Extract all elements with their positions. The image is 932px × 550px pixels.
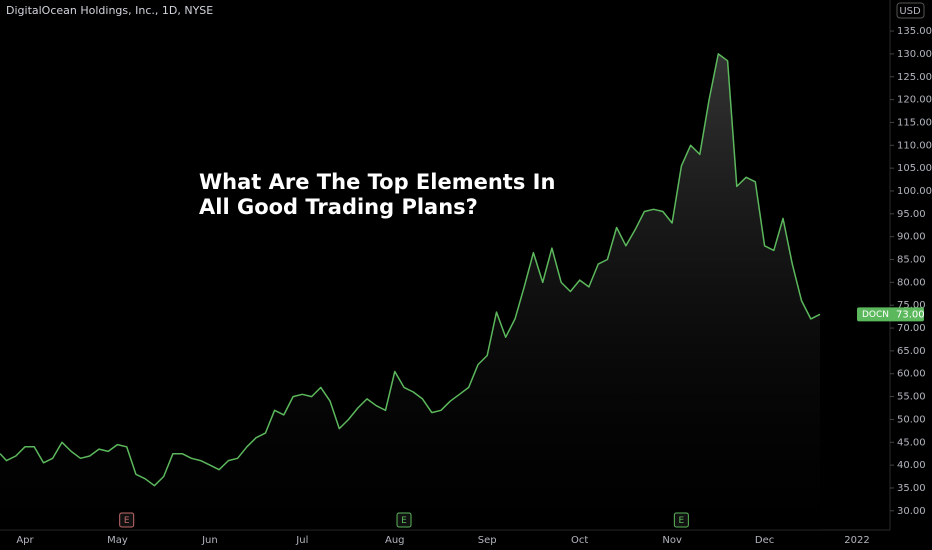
annotation: All Good Trading Plans? (199, 195, 478, 219)
y-tick-label: 65.00 (897, 346, 926, 357)
y-tick-label: 45.00 (897, 437, 926, 448)
earnings-label: E (679, 516, 685, 526)
currency: USD (899, 6, 921, 17)
y-tick-label: 125.00 (897, 72, 932, 83)
y-tick-label: 130.00 (897, 49, 932, 60)
y-tick-label: 90.00 (897, 232, 926, 243)
y-tick-label: 60.00 (897, 369, 926, 380)
y-tick-label: 35.00 (897, 483, 926, 494)
last-price-label: 73.00 (896, 309, 925, 320)
last-price-badge (857, 307, 924, 322)
y-tick-label: 80.00 (897, 277, 926, 288)
y-tick-label: 105.00 (897, 163, 932, 174)
y-tick-label: 75.00 (897, 300, 926, 311)
y-tick-label: 135.00 (897, 26, 932, 37)
x-tick-label: Jul (295, 535, 308, 546)
earnings-label: E (401, 516, 407, 526)
x-tick-label: May (107, 535, 128, 546)
currency-box[interactable] (896, 2, 925, 19)
price-line (0, 53, 821, 487)
y-tick-label: 85.00 (897, 255, 926, 266)
y-tick-label: 30.00 (897, 506, 926, 517)
y-tick-label: 40.00 (897, 460, 926, 471)
earnings-marker[interactable]: E (119, 512, 135, 528)
y-tick-label: 55.00 (897, 392, 926, 403)
chart-title: DigitalOcean Holdings, Inc., 1D, NYSE (6, 4, 213, 17)
x-tick-label: 2022 (844, 535, 869, 546)
earnings-label: E (124, 516, 130, 526)
earnings-marker[interactable]: E (396, 512, 412, 528)
x-tick-label: Sep (478, 535, 497, 546)
x-tick-label: Apr (16, 535, 34, 546)
earnings-badge (396, 512, 412, 528)
earnings-marker[interactable]: E (673, 512, 689, 528)
last-price-name: DOCN (862, 310, 889, 320)
earnings-badge (673, 512, 689, 528)
earnings-badge (119, 512, 135, 528)
y-tick-label: 50.00 (897, 414, 926, 425)
area-fill (0, 53, 820, 531)
x-tick-label: Nov (662, 535, 682, 546)
x-tick-label: Oct (571, 535, 588, 546)
y-tick-label: 100.00 (897, 186, 932, 197)
y-tick-label: 95.00 (897, 209, 926, 220)
x-tick-label: Jun (201, 535, 218, 546)
y-tick-label: 70.00 (897, 323, 926, 334)
y-tick-label: 115.00 (897, 117, 932, 128)
x-tick-label: Aug (385, 535, 405, 546)
y-tick-label: 120.00 (897, 95, 932, 106)
y-tick-label: 110.00 (897, 140, 932, 151)
annotation: What Are The Top Elements In (199, 170, 555, 194)
x-tick-label: Dec (755, 535, 774, 546)
